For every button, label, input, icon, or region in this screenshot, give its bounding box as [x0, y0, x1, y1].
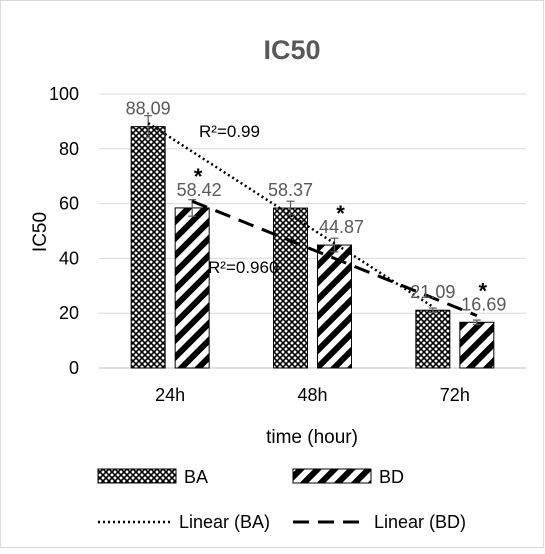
- legend-label-bd: BD: [379, 467, 404, 487]
- chart-title: IC50: [263, 35, 320, 65]
- significance-marker: *: [194, 164, 203, 189]
- y-axis-ticks: 0 20 40 60 80 100: [49, 84, 79, 378]
- trendline-linear-bd: [191, 199, 478, 317]
- bar: [174, 207, 210, 369]
- x-axis-title: time (hour): [266, 427, 358, 448]
- x-axis-ticks: 24h 48h 72h: [155, 385, 470, 405]
- y-tick-label: 60: [59, 194, 79, 214]
- significance-marker: *: [336, 201, 345, 226]
- bar: [130, 126, 166, 369]
- r2-label-bd: R²=0.960: [208, 258, 278, 277]
- legend-label-ba: BA: [184, 467, 208, 487]
- legend-swatch-bd: [292, 468, 372, 484]
- y-axis-title: IC50: [30, 212, 51, 252]
- data-label: 58.42: [177, 180, 222, 200]
- bar: [415, 309, 451, 369]
- x-tick-label: 48h: [297, 385, 327, 405]
- data-label: 16.69: [461, 294, 506, 314]
- trendline-linear-ba: [147, 122, 434, 308]
- bar: [459, 321, 495, 369]
- legend: BA BD Linear (BA) Linear (BD): [97, 467, 466, 532]
- data-label: 58.37: [268, 180, 313, 200]
- data-label: 44.87: [319, 217, 364, 237]
- bar: [273, 207, 308, 369]
- significance-marker: *: [479, 278, 488, 303]
- data-label: 88.09: [126, 99, 171, 119]
- gridlines: [99, 93, 526, 314]
- legend-label-linear-ba: Linear (BA): [179, 512, 270, 532]
- bars: [130, 115, 495, 369]
- data-label: 21.09: [410, 282, 455, 302]
- r2-label-ba: R²=0.99: [199, 122, 260, 141]
- legend-swatch-ba: [97, 468, 177, 484]
- legend-label-linear-bd: Linear (BD): [374, 512, 466, 532]
- y-tick-label: 20: [59, 303, 79, 323]
- bar: [317, 244, 352, 369]
- y-tick-label: 100: [49, 84, 79, 104]
- y-tick-label: 80: [59, 139, 79, 159]
- x-tick-label: 72h: [440, 385, 470, 405]
- y-tick-label: 40: [59, 248, 79, 268]
- x-tick-label: 24h: [155, 385, 185, 405]
- trendlines: [147, 122, 478, 317]
- y-tick-label: 0: [69, 358, 79, 378]
